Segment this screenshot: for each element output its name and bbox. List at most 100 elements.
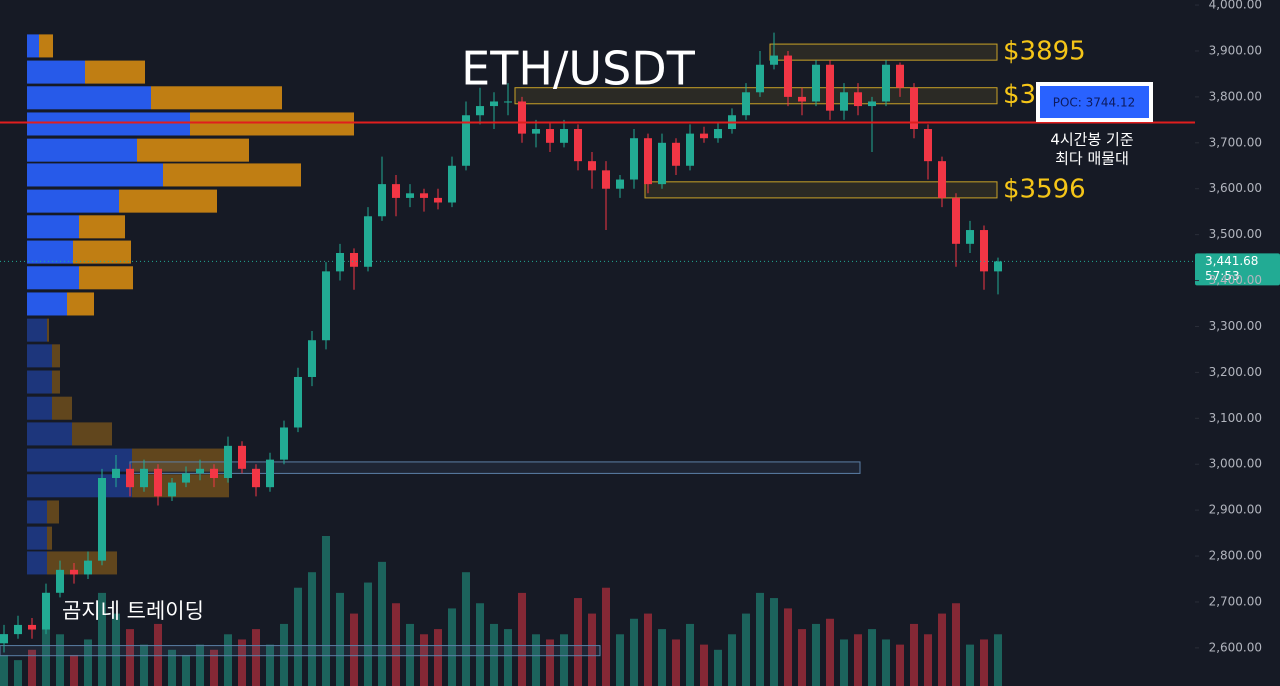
y-tick-label: 2,600.00: [1209, 640, 1262, 654]
zone-label: $3895: [1003, 37, 1086, 67]
y-tick-label: 3,900.00: [1209, 43, 1262, 57]
candle-body: [952, 197, 960, 244]
volume-bar: [56, 634, 64, 686]
volume-bar: [756, 592, 764, 686]
profile-sell: [85, 60, 145, 84]
volume-bar: [812, 623, 820, 686]
profile-buy: [27, 266, 79, 290]
volume-bar: [616, 634, 624, 686]
volume-bar: [672, 639, 680, 686]
candle-body: [462, 115, 470, 166]
profile-buy: [27, 551, 47, 575]
candle-body: [98, 477, 106, 561]
volume-bar: [882, 639, 890, 686]
volume-bar: [182, 654, 190, 686]
candle-body: [294, 376, 302, 428]
profile-sell: [52, 344, 60, 368]
volume-bar: [28, 649, 36, 686]
volume-bar: [224, 634, 232, 686]
candle-body: [770, 55, 778, 65]
volume-bar: [840, 639, 848, 686]
profile-sell: [132, 448, 232, 472]
volume-bar: [938, 613, 946, 686]
volume-bar: [868, 629, 876, 686]
volume-bar: [196, 644, 204, 686]
volume-bar: [42, 623, 50, 686]
candle-body: [896, 64, 904, 88]
candle-body: [756, 64, 764, 93]
volume-bar: [14, 660, 22, 686]
volume-bar: [266, 644, 274, 686]
volume-bar: [700, 644, 708, 686]
volume-bar: [154, 623, 162, 686]
volume-bar: [994, 634, 1002, 686]
volume-bar: [98, 592, 106, 686]
y-tick-label: 3,800.00: [1209, 89, 1262, 103]
volume-bar: [140, 644, 148, 686]
profile-buy: [27, 396, 52, 420]
candle-body: [196, 468, 204, 474]
volume-bar: [378, 561, 386, 686]
candle-body: [644, 138, 652, 185]
y-tick-label: 3,500.00: [1209, 227, 1262, 241]
profile-buy: [27, 34, 39, 58]
candle-body: [868, 101, 876, 107]
profile-sell: [39, 34, 53, 58]
profile-buy: [27, 86, 151, 110]
candle-body: [154, 468, 162, 497]
candle-body: [84, 560, 92, 575]
volume-bar: [448, 608, 456, 686]
watermark: 곰지네 트레이딩: [62, 599, 204, 623]
poc-note: 4시간봉 기준: [1050, 131, 1134, 149]
candle-body: [448, 165, 456, 203]
candle-body: [840, 92, 848, 111]
profile-sell: [47, 500, 59, 524]
profile-buy: [27, 370, 52, 394]
candle-body: [602, 170, 610, 189]
volume-bar: [280, 623, 288, 686]
candle-body: [406, 193, 414, 198]
volume-bar: [490, 623, 498, 686]
candle-body: [686, 133, 694, 166]
candle-body: [238, 445, 246, 469]
candle-body: [476, 106, 484, 116]
volume-bar: [350, 613, 358, 686]
volume-bar: [896, 644, 904, 686]
y-tick-label: 3,600.00: [1209, 181, 1262, 195]
volume-bar: [126, 629, 134, 686]
candle-body: [420, 193, 428, 198]
profile-sell: [79, 266, 133, 290]
candle-body: [210, 468, 218, 478]
volume-bar: [644, 613, 652, 686]
volume-bar: [798, 629, 806, 686]
profile-sell: [47, 526, 52, 550]
profile-buy: [27, 138, 137, 162]
candle-body: [924, 129, 932, 162]
volume-bar: [0, 654, 8, 686]
candle-body: [490, 101, 498, 107]
volume-bar: [770, 598, 778, 686]
volume-bar: [84, 639, 92, 686]
last-price-box: [1195, 253, 1280, 286]
profile-sell: [73, 240, 131, 264]
candle-body: [126, 468, 134, 488]
volume-bar: [168, 649, 176, 686]
candle-body: [280, 427, 288, 460]
candle-body: [504, 101, 512, 103]
candle-body: [266, 459, 274, 488]
volume-bar: [252, 629, 260, 686]
candle-body: [938, 161, 946, 198]
volume-bar: [322, 536, 330, 686]
volume-bar: [910, 623, 918, 686]
candle-body: [910, 87, 918, 130]
y-tick-label: 3,400.00: [1209, 273, 1262, 287]
candle-body: [434, 197, 442, 203]
y-tick-label: 3,200.00: [1209, 365, 1262, 379]
volume-bar: [560, 634, 568, 686]
profile-buy: [27, 60, 85, 84]
profile-buy: [27, 500, 47, 524]
candle-body: [714, 129, 722, 139]
candle-body: [672, 142, 680, 166]
candle-body: [854, 92, 862, 107]
candle-body: [350, 253, 358, 267]
